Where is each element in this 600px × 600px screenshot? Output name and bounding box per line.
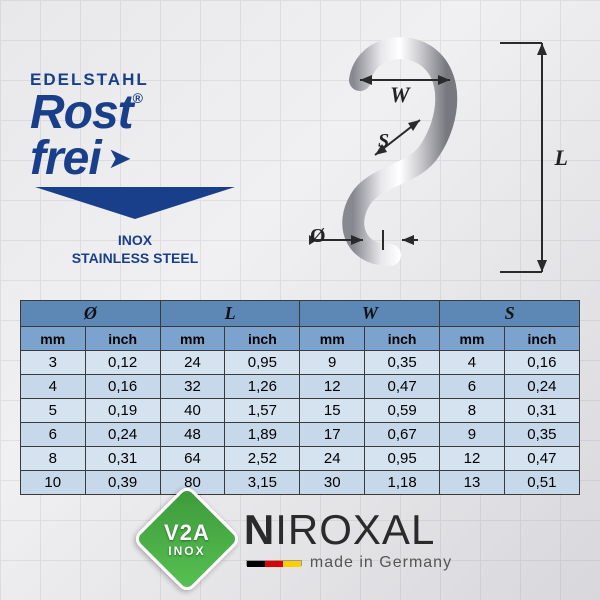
col-group: L bbox=[160, 301, 300, 327]
col-group: Ø bbox=[21, 301, 161, 327]
table-cell: 0,47 bbox=[504, 447, 579, 471]
table-cell: 30 bbox=[300, 471, 365, 495]
table-cell: 9 bbox=[300, 351, 365, 375]
table-cell: 0,31 bbox=[85, 447, 160, 471]
table-cell: 0,59 bbox=[364, 399, 439, 423]
dim-D2 bbox=[400, 225, 420, 255]
col-sub: mm bbox=[300, 327, 365, 351]
col-sub: inch bbox=[225, 327, 300, 351]
table-row: 50,19401,57150,5980,31 bbox=[21, 399, 580, 423]
table-cell: 0,16 bbox=[504, 351, 579, 375]
table-cell: 24 bbox=[160, 351, 225, 375]
table-cell: 64 bbox=[160, 447, 225, 471]
table-sub-row: mminchmminchmminchmminch bbox=[21, 327, 580, 351]
s-hook-diagram: L W S Ø bbox=[290, 30, 570, 285]
logo-rost: Rost bbox=[30, 90, 133, 136]
table-cell: 2,52 bbox=[225, 447, 300, 471]
table-cell: 0,35 bbox=[504, 423, 579, 447]
col-sub: inch bbox=[85, 327, 160, 351]
table-cell: 1,89 bbox=[225, 423, 300, 447]
table-cell: 13 bbox=[440, 471, 505, 495]
table-cell: 4 bbox=[21, 375, 86, 399]
table-cell: 8 bbox=[21, 447, 86, 471]
label-W: W bbox=[390, 82, 410, 108]
table-cell: 40 bbox=[160, 399, 225, 423]
table-cell: 9 bbox=[440, 423, 505, 447]
table-row: 30,12240,9590,3540,16 bbox=[21, 351, 580, 375]
table-cell: 4 bbox=[440, 351, 505, 375]
table-group-row: ØLWS bbox=[21, 301, 580, 327]
dim-S bbox=[365, 110, 445, 170]
table-cell: 48 bbox=[160, 423, 225, 447]
table-cell: 0,16 bbox=[85, 375, 160, 399]
table-cell: 8 bbox=[440, 399, 505, 423]
table-cell: 15 bbox=[300, 399, 365, 423]
table-cell: 3 bbox=[21, 351, 86, 375]
table-cell: 0,12 bbox=[85, 351, 160, 375]
v2a-badge: V2A INOX bbox=[132, 484, 242, 594]
label-L: L bbox=[555, 145, 568, 171]
table-cell: 32 bbox=[160, 375, 225, 399]
table-cell: 0,19 bbox=[85, 399, 160, 423]
label-D: Ø bbox=[310, 225, 326, 248]
table-cell: 3,15 bbox=[225, 471, 300, 495]
niroxal-brand: NIROXAL made in Germany bbox=[244, 506, 452, 572]
logo-triangle bbox=[35, 187, 235, 219]
col-sub: mm bbox=[440, 327, 505, 351]
registered-mark: ® bbox=[133, 90, 143, 106]
brand-name: NIROXAL bbox=[244, 506, 435, 554]
table-cell: 10 bbox=[21, 471, 86, 495]
table-cell: 0,67 bbox=[364, 423, 439, 447]
table-cell: 0,95 bbox=[225, 351, 300, 375]
dimensions-table: ØLWS mminchmminchmminchmminch 30,12240,9… bbox=[20, 300, 580, 495]
label-S: S bbox=[378, 130, 389, 153]
logo-arrow-icon: ➤ bbox=[109, 143, 131, 174]
table-cell: 1,18 bbox=[364, 471, 439, 495]
table-cell: 0,24 bbox=[85, 423, 160, 447]
table-cell: 0,39 bbox=[85, 471, 160, 495]
table-cell: 5 bbox=[21, 399, 86, 423]
logo-frei: frei bbox=[30, 136, 101, 182]
table-cell: 1,26 bbox=[225, 375, 300, 399]
badge-v2a: V2A bbox=[164, 520, 210, 546]
col-sub: inch bbox=[504, 327, 579, 351]
dim-W bbox=[350, 55, 470, 105]
col-sub: inch bbox=[364, 327, 439, 351]
brand-sub: made in Germany bbox=[246, 554, 452, 572]
table-cell: 0,24 bbox=[504, 375, 579, 399]
table-cell: 0,95 bbox=[364, 447, 439, 471]
footer: V2A INOX NIROXAL made in Germany bbox=[0, 500, 600, 578]
col-sub: mm bbox=[160, 327, 225, 351]
dim-table: ØLWS mminchmminchmminchmminch 30,12240,9… bbox=[20, 300, 580, 495]
table-row: 80,31642,52240,95120,47 bbox=[21, 447, 580, 471]
badge-inox: INOX bbox=[164, 544, 210, 558]
table-cell: 17 bbox=[300, 423, 365, 447]
table-cell: 12 bbox=[440, 447, 505, 471]
table-cell: 0,35 bbox=[364, 351, 439, 375]
table-row: 60,24481,89170,6790,35 bbox=[21, 423, 580, 447]
table-cell: 6 bbox=[21, 423, 86, 447]
col-sub: mm bbox=[21, 327, 86, 351]
rostfrei-logo: EDELSTAHL Rost ® frei ➤ INOX STAINLESS S… bbox=[30, 70, 240, 230]
table-cell: 0,47 bbox=[364, 375, 439, 399]
table-row: 100,39803,15301,18130,51 bbox=[21, 471, 580, 495]
table-cell: 12 bbox=[300, 375, 365, 399]
german-flag-icon bbox=[246, 560, 302, 566]
col-group: S bbox=[440, 301, 580, 327]
table-row: 40,16321,26120,4760,24 bbox=[21, 375, 580, 399]
logo-inox: INOX STAINLESS STEEL bbox=[30, 231, 240, 267]
table-cell: 0,51 bbox=[504, 471, 579, 495]
col-group: W bbox=[300, 301, 440, 327]
table-cell: 1,57 bbox=[225, 399, 300, 423]
table-cell: 24 bbox=[300, 447, 365, 471]
table-cell: 0,31 bbox=[504, 399, 579, 423]
table-cell: 6 bbox=[440, 375, 505, 399]
